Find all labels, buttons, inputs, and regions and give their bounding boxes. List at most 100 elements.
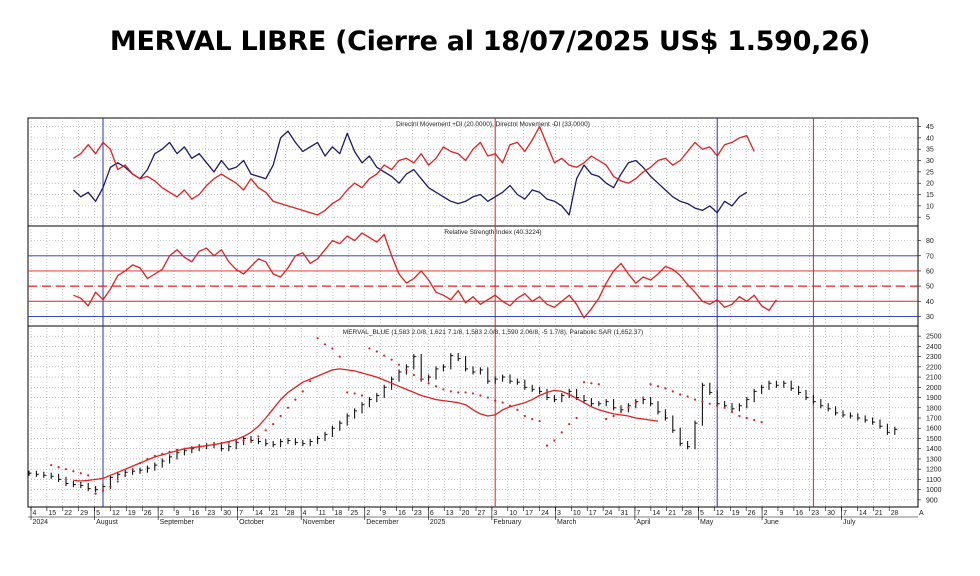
x-day-label: 21 [875,510,883,517]
y-tick-label: 20 [926,181,934,188]
sar-point [686,395,689,398]
y-tick-label: 1100 [926,477,941,484]
x-day-label: 16 [795,510,803,517]
minus-di-line [73,125,755,216]
sar-point [294,398,297,401]
sar-point [420,378,423,381]
y-tick-label: 30 [926,314,934,321]
x-day-label: 3 [557,510,561,517]
sar-point [708,402,711,405]
sar-point [64,468,68,471]
x-month-label: July [843,519,856,526]
x-month-label: May [700,519,714,526]
y-tick-label: 1200 [926,467,942,474]
x-day-label: 16 [191,510,199,517]
y-tick-label: 40 [926,135,934,142]
panel-dmi: 5 10 15 20 25 30 35 40 45 Directnl Movement +DI (… [28,121,934,222]
sar-point [575,416,578,420]
sar-point [531,417,534,421]
x-day-label: 9 [779,510,783,517]
y-tick-label: 80 [926,238,934,245]
y-tick-label: 2000 [926,385,942,392]
x-month-label: February [493,519,522,526]
sar-point [79,472,82,475]
y-tick-label: 1400 [926,446,942,453]
y-tick-label: 10 [926,203,934,210]
sar-point [94,492,97,495]
y-tick-label: 25 [926,169,934,176]
x-day-label: 19 [128,510,136,517]
x-day-label: 14 [255,510,263,517]
y-tick-label: 2300 [926,354,942,361]
sar-point [397,363,401,366]
x-day-label: 19 [732,510,740,517]
x-day-label: 28 [287,510,295,517]
x-day-label: 24 [605,510,613,517]
sar-point [494,399,497,402]
x-day-label: 29 [80,510,88,517]
sar-point [471,392,475,395]
sar-point [457,391,460,394]
x-day-label: 31 [621,510,629,517]
moving-average-line [73,368,659,482]
x-month-label: June [764,519,779,526]
sar-point [272,423,275,426]
sar-point [190,446,193,449]
sar-point [723,406,726,409]
panel-label: Directnl Movement +DI (20.0000), Directn… [396,121,590,128]
sar-point [612,414,615,418]
x-day-label: 26 [748,510,756,517]
sar-point [316,337,319,340]
x-trailing-label: A [919,510,924,517]
x-month-label: March [557,519,577,526]
y-tick-label: 1900 [926,395,942,402]
x-day-label: 14 [859,510,867,517]
sar-point [442,388,445,391]
sar-point [730,410,734,413]
sar-point [212,443,216,446]
sar-point [597,383,600,386]
sar-point [449,390,452,393]
sar-point [501,401,504,404]
sar-point [331,347,334,350]
sar-point [153,454,156,457]
panel-price: 900 1000 1100 1200 1300 1400 1500 1600 1700 1800 1… [28,329,942,504]
sar-point [412,373,415,377]
rsi-line [73,232,777,319]
x-month-label: September [160,519,195,526]
y-tick-label: 2400 [926,344,942,351]
y-tick-label: 35 [926,147,934,154]
x-month-label: April [636,519,650,526]
x-day-label: 7 [843,510,847,517]
x-month-label: December [366,519,399,526]
x-day-label: 12 [112,510,120,517]
x-day-label: 2 [160,510,164,517]
sar-point [664,387,667,390]
x-day-label: 28 [684,510,692,517]
x-day-label: 5 [96,510,100,517]
sar-point [383,354,386,357]
x-day-label: 10 [509,510,517,517]
x-day-label: 5 [700,510,704,517]
y-tick-label: 1700 [926,416,942,423]
sar-point [116,480,119,483]
page-title: MERVAL LIBRE (Cierre al 18/07/2025 US$ 1… [109,26,871,57]
sar-point [131,468,134,471]
sar-point [634,401,637,404]
x-day-label: 18 [334,510,342,517]
y-tick-label: 900 [926,497,938,504]
sar-point [679,393,682,396]
sar-point [198,445,201,448]
sar-point [619,410,623,413]
x-month-label: 2025 [430,519,446,526]
sar-point [138,461,142,465]
sar-point [175,448,179,451]
sar-point [220,442,223,445]
x-day-label: 7 [636,510,640,517]
x-day-label: 9 [382,510,386,517]
x-day-label: 6 [430,510,434,517]
sar-point [516,408,519,411]
sar-point [301,390,304,393]
y-tick-label: 1500 [926,436,942,443]
x-day-label: 2 [366,510,370,517]
